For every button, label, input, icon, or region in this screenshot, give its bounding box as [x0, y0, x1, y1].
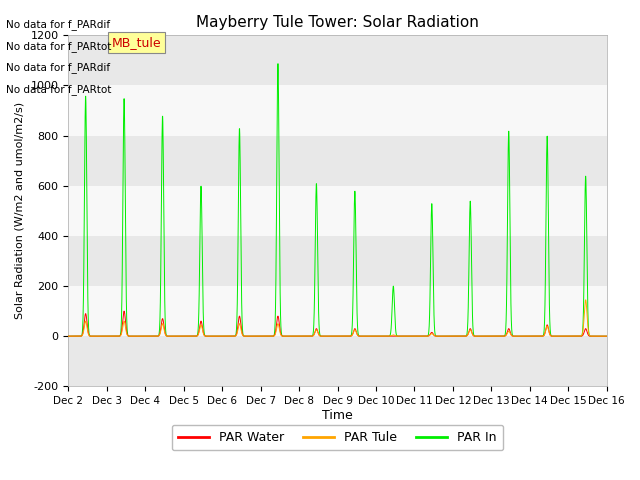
PAR Water [600, 333, 607, 339]
PAR Tule [65, 333, 72, 339]
PAR Water [372, 333, 380, 339]
Bar [68, 186, 607, 236]
Title: Mayberry Tule Tower: Solar Radiation: Mayberry Tule Tower: Solar Radiation [196, 15, 479, 30]
Line: PAR Water: PAR Water [68, 311, 607, 336]
PAR Water [120, 308, 128, 314]
Bar [68, 136, 607, 186]
PAR In [410, 333, 418, 339]
PAR Water [489, 333, 497, 339]
PAR In [307, 333, 315, 339]
PAR Water [65, 333, 72, 339]
PAR Tule [603, 333, 611, 339]
Line: PAR In: PAR In [68, 64, 607, 336]
Text: No data for f_PARtot: No data for f_PARtot [6, 84, 112, 95]
PAR Tule [265, 333, 273, 339]
PAR In [508, 326, 516, 332]
PAR In [65, 333, 72, 339]
PAR Tule [488, 333, 496, 339]
PAR Tule [600, 333, 607, 339]
Legend: PAR Water, PAR Tule, PAR In: PAR Water, PAR Tule, PAR In [172, 425, 503, 450]
PAR Tule [307, 333, 315, 339]
PAR In [603, 333, 611, 339]
Bar [68, 336, 607, 386]
PAR Tule [582, 297, 589, 303]
Bar [68, 85, 607, 136]
PAR Tule [410, 333, 418, 339]
Text: No data for f_PARdif: No data for f_PARdif [6, 62, 111, 73]
Text: MB_tule: MB_tule [111, 36, 161, 49]
Line: PAR Tule: PAR Tule [68, 300, 607, 336]
PAR Water [603, 333, 611, 339]
PAR Water [307, 333, 315, 339]
Text: No data for f_PARtot: No data for f_PARtot [6, 41, 112, 52]
PAR In [274, 61, 282, 67]
PAR In [265, 333, 273, 339]
Bar [68, 236, 607, 286]
X-axis label: Time: Time [322, 409, 353, 422]
PAR Water [265, 333, 273, 339]
Text: No data for f_PARdif: No data for f_PARdif [6, 19, 111, 30]
PAR Water [390, 333, 398, 339]
PAR Tule [508, 333, 515, 338]
PAR In [489, 333, 497, 339]
Bar [68, 286, 607, 336]
PAR Tule [390, 332, 398, 338]
PAR In [390, 295, 398, 301]
PAR Water [508, 333, 516, 338]
PAR In [600, 333, 607, 339]
Bar [68, 36, 607, 85]
Y-axis label: Solar Radiation (W/m2 and umol/m2/s): Solar Radiation (W/m2 and umol/m2/s) [15, 102, 25, 319]
